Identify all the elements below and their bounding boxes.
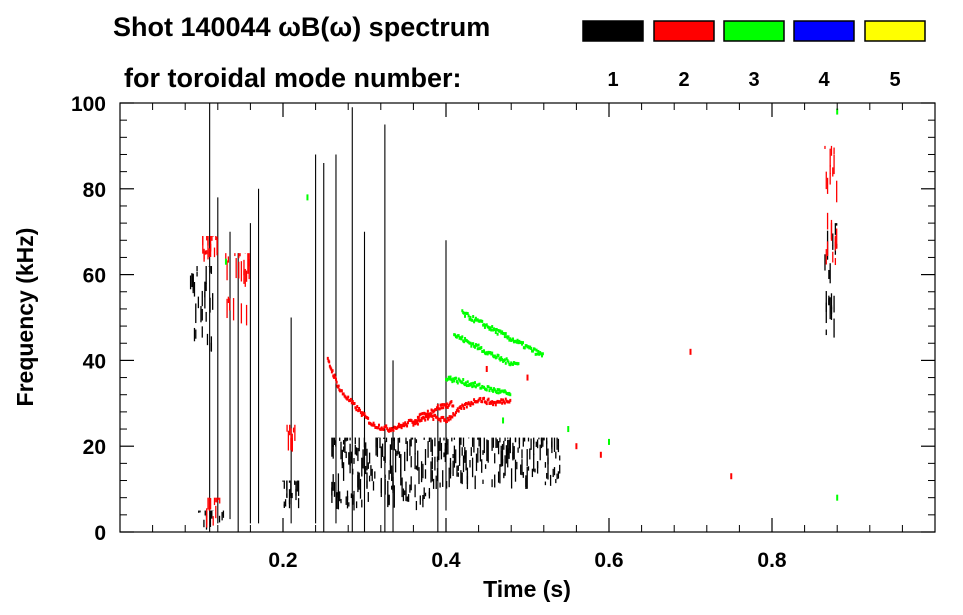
x-tick-label-3: 0.8	[757, 549, 787, 572]
y-tick-label-0: 0	[94, 522, 106, 545]
y-axis-label: Frequency (kHz)	[12, 228, 38, 407]
legend-label-5: 5	[889, 69, 900, 91]
mode-1-region-2	[282, 480, 300, 509]
legend-label-4: 4	[818, 69, 830, 91]
mode-3-curve-2	[461, 309, 544, 358]
mode-2-region-4	[824, 145, 838, 266]
series-mode-2	[202, 145, 838, 528]
title-line-2: for toroidal mode number:	[124, 63, 462, 93]
mode-3-point-1	[306, 194, 309, 201]
mode-legend: 1 2 3 4 5	[582, 20, 926, 91]
mode-3-point-5	[836, 108, 839, 115]
mode-2-point-2	[575, 443, 578, 450]
axes: 0 20 40 60 80 100 0.2 0.4 0.6 0.8	[71, 93, 935, 572]
chart-title: Shot 140044 ωB(ω) spectrum for toroidal …	[113, 12, 490, 93]
mode-3-point-0	[224, 258, 227, 265]
y-tick-label-40: 40	[83, 350, 106, 373]
plot-frame	[119, 102, 936, 533]
legend-swatch-5	[864, 20, 926, 42]
legend-label-2: 2	[678, 69, 689, 91]
y-tick-label-60: 60	[83, 265, 106, 288]
legend-swatch-3	[723, 20, 785, 42]
x-tick-label-2: 0.6	[594, 549, 623, 572]
mode-2-region-3	[206, 497, 221, 528]
mode-2-region-2	[286, 424, 296, 452]
series-mode-1	[189, 103, 838, 532]
legend-swatch-4	[793, 20, 855, 42]
mode-2-curve-0	[326, 356, 455, 433]
title-line-1: Shot 140044 ωB(ω) spectrum	[113, 12, 490, 42]
mode-1-region-4	[429, 437, 561, 490]
mode-3-point-2	[502, 417, 505, 424]
y-tick-label-20: 20	[83, 436, 106, 459]
legend-swatch-1	[582, 20, 644, 42]
x-tick-label-1: 0.4	[431, 549, 461, 572]
y-tick-label-100: 100	[71, 93, 106, 116]
x-tick-label-0: 0.2	[268, 549, 297, 572]
mode-2-point-0	[485, 365, 488, 372]
legend-label-3: 3	[748, 69, 759, 91]
mode-1-region-3	[331, 437, 431, 511]
mode-2-point-4	[730, 473, 733, 480]
mode-1-region-1	[198, 510, 225, 530]
mode-2-curve-1	[412, 396, 512, 427]
spectrogram-data	[189, 103, 839, 532]
legend-swatch-2	[653, 20, 715, 42]
mode-2-region-0	[202, 235, 218, 262]
series-mode-3	[224, 108, 839, 501]
mode-3-point-6	[836, 494, 839, 501]
mode-1-region-0	[189, 266, 214, 352]
mode-3-point-3	[567, 426, 570, 433]
x-axis-label: Time (s)	[483, 576, 571, 602]
mode-3-point-4	[608, 438, 610, 445]
mode-2-point-5	[689, 348, 692, 355]
mode-2-point-3	[599, 451, 602, 458]
mode-3-curve-1	[445, 375, 512, 397]
mode-3-curve-0	[453, 333, 520, 367]
mode-2-point-1	[526, 374, 529, 381]
mode-2-region-1	[225, 253, 250, 326]
legend-label-1: 1	[607, 69, 618, 91]
y-tick-label-80: 80	[83, 179, 106, 202]
